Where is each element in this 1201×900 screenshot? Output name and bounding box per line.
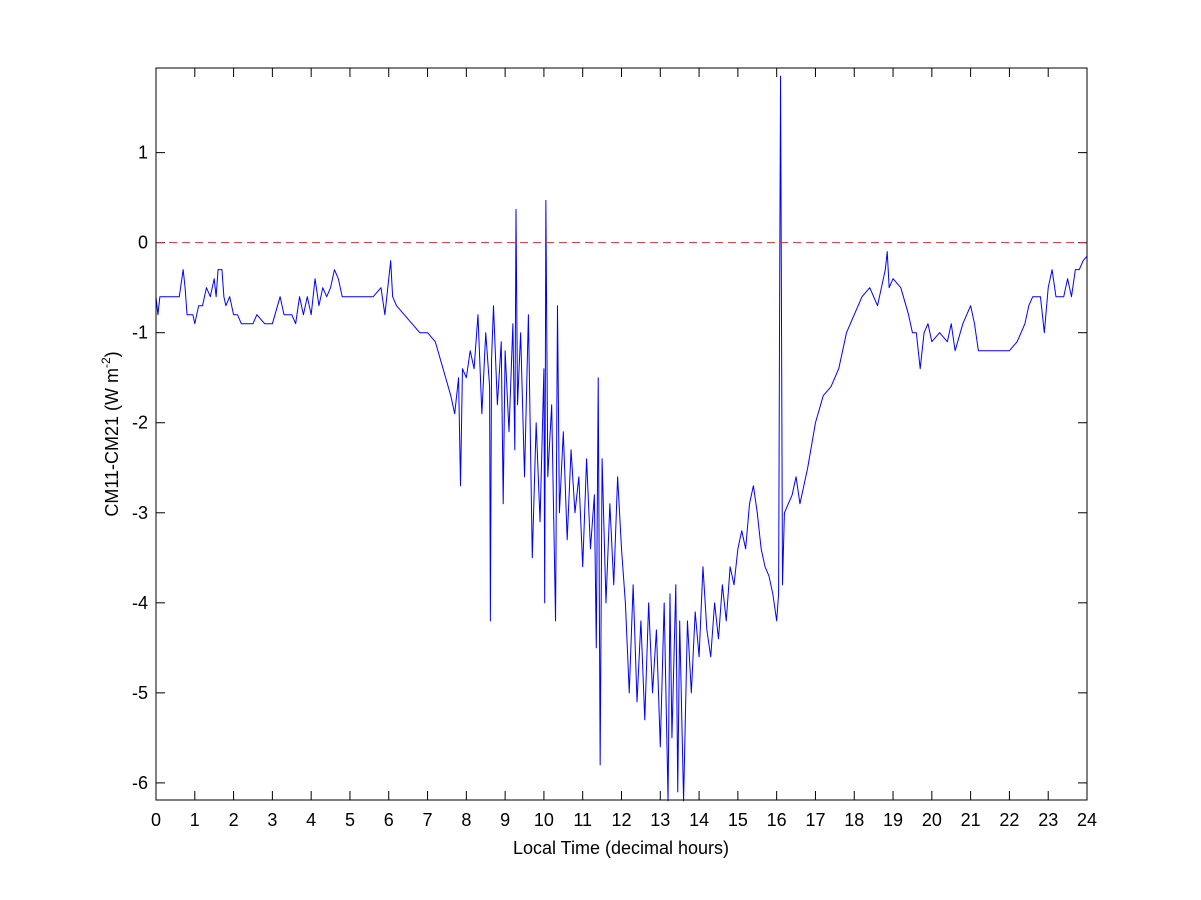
axes-box xyxy=(155,67,1088,801)
y-tick-label: -3 xyxy=(132,503,148,523)
x-tick-label: 21 xyxy=(961,810,981,830)
y-tick-label: -1 xyxy=(132,323,148,343)
x-tick-label: 9 xyxy=(500,810,510,830)
y-axis-label-main: CM11-CM21 (W m xyxy=(102,368,122,517)
x-tick-label: 20 xyxy=(922,810,942,830)
x-tick-label: 2 xyxy=(229,810,239,830)
x-tick-label: 19 xyxy=(883,810,903,830)
x-tick-label: 10 xyxy=(534,810,554,830)
x-tick-label: 6 xyxy=(384,810,394,830)
x-tick-label: 16 xyxy=(767,810,787,830)
data-line xyxy=(155,75,1088,802)
x-tick-label: 15 xyxy=(728,810,748,830)
x-axis-label: Local Time (decimal hours) xyxy=(513,838,729,858)
x-tick-label: 24 xyxy=(1077,810,1097,830)
y-axis-label-end: ) xyxy=(102,351,122,357)
y-axis-label: CM11-CM21 (W m-2) xyxy=(99,351,122,516)
x-tick-label: 17 xyxy=(805,810,825,830)
y-tick-label: 1 xyxy=(138,143,148,163)
x-tick-label: 3 xyxy=(267,810,277,830)
x-tick-label: 11 xyxy=(573,810,592,830)
y-tick-label: 0 xyxy=(138,233,148,253)
x-tick-label: 13 xyxy=(650,810,670,830)
x-tick-label: 12 xyxy=(611,810,631,830)
x-tick-label: 1 xyxy=(190,810,200,830)
x-tick-label: 22 xyxy=(999,810,1019,830)
y-tick-label: -4 xyxy=(132,593,148,613)
y-tick-label: -6 xyxy=(132,773,148,793)
x-tick-label: 5 xyxy=(345,810,355,830)
x-tick-label: 7 xyxy=(423,810,433,830)
y-tick-label: -5 xyxy=(132,683,148,703)
x-tick-label: 0 xyxy=(151,810,161,830)
x-tick-label: 8 xyxy=(461,810,471,830)
x-tick-label: 4 xyxy=(306,810,316,830)
y-tick-label: -2 xyxy=(132,413,148,433)
y-axis-label-sup: -2 xyxy=(99,357,113,368)
x-tick-label: 18 xyxy=(844,810,864,830)
x-tick-label: 14 xyxy=(689,810,709,830)
x-tick-label: 23 xyxy=(1038,810,1058,830)
